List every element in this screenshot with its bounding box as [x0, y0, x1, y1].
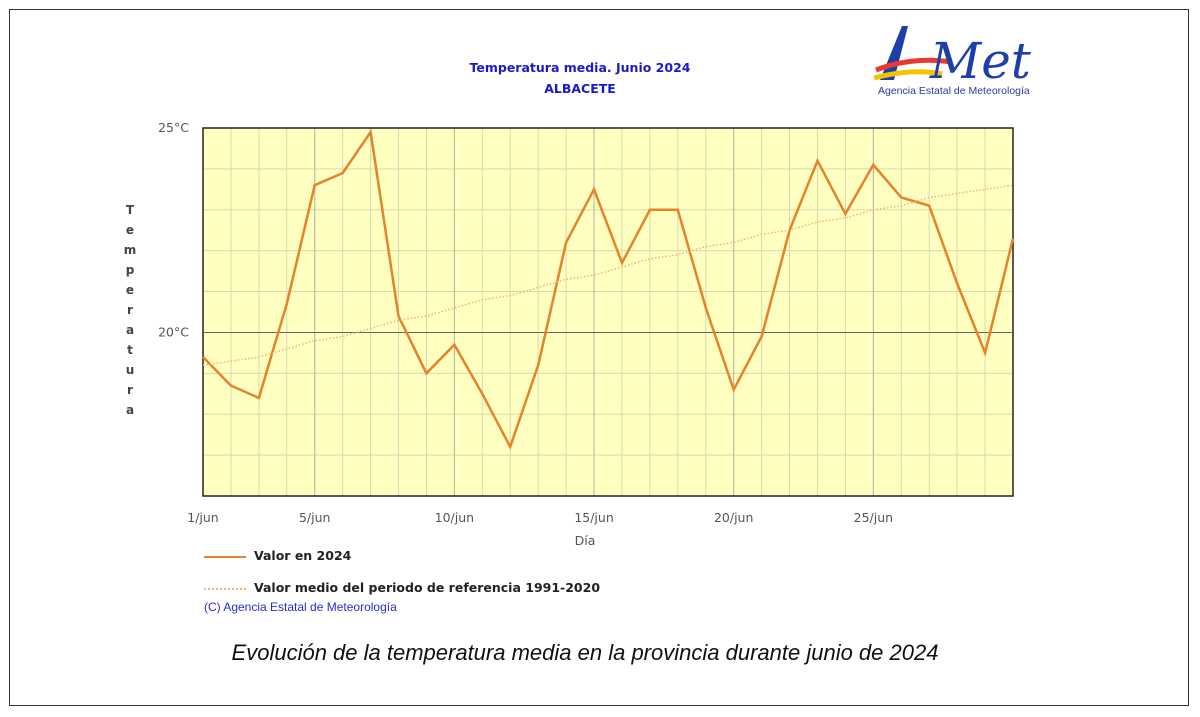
- y-axis-title-letter: e: [125, 223, 135, 237]
- plot-area: [203, 128, 1013, 496]
- x-tick-label: 20/jun: [714, 510, 753, 525]
- copyright-text: (C) Agencia Estatal de Meteorología: [204, 600, 397, 614]
- legend-label: Valor en 2024: [254, 548, 352, 563]
- x-axis-title: Día: [574, 533, 596, 548]
- y-axis-title-letter: p: [125, 263, 135, 277]
- x-tick-label: 1/jun: [187, 510, 218, 525]
- figure-caption: Evolución de la temperatura media en la …: [231, 640, 939, 665]
- chart-subtitle: ALBACETE: [544, 81, 616, 96]
- y-axis-title-letter: m: [123, 243, 137, 257]
- series-line-2024: [202, 128, 1015, 451]
- x-tick-label: 15/jun: [574, 510, 613, 525]
- legend-swatch-solid: [204, 555, 246, 558]
- y-axis-title-letter: t: [127, 343, 133, 357]
- y-tick-label: 20°C: [158, 324, 189, 339]
- x-tick-label: 10/jun: [435, 510, 474, 525]
- logo-tagline: Agencia Estatal de Meteorología: [878, 85, 1030, 97]
- y-axis-title-letter: u: [125, 363, 135, 377]
- legend-label: Valor medio del periodo de referencia 19…: [254, 580, 601, 595]
- y-axis-title-letter: a: [125, 403, 135, 417]
- svg-text:Met: Met: [929, 32, 1032, 90]
- series-line-reference: [202, 184, 1014, 366]
- chart-title: Temperatura media. Junio 2024: [469, 60, 691, 75]
- x-tick-label: 25/jun: [854, 510, 893, 525]
- y-axis-title-letter: a: [125, 323, 135, 337]
- aemet-logo: Met: [873, 26, 1032, 90]
- y-axis-title-letter: T: [125, 203, 135, 217]
- legend-item-reference: Valor medio del periodo de referencia 19…: [204, 580, 600, 595]
- x-tick-label: 5/jun: [299, 510, 330, 525]
- plot-border: [202, 127, 1014, 497]
- y-axis-title-letter: r: [127, 383, 133, 397]
- y-axis-title-letter: e: [125, 283, 135, 297]
- y-axis-title-letter: r: [127, 303, 133, 317]
- legend-swatch-dotted: [204, 587, 246, 590]
- y-tick-label: 25°C: [158, 120, 189, 135]
- legend-item-2024: Valor en 2024: [204, 548, 351, 563]
